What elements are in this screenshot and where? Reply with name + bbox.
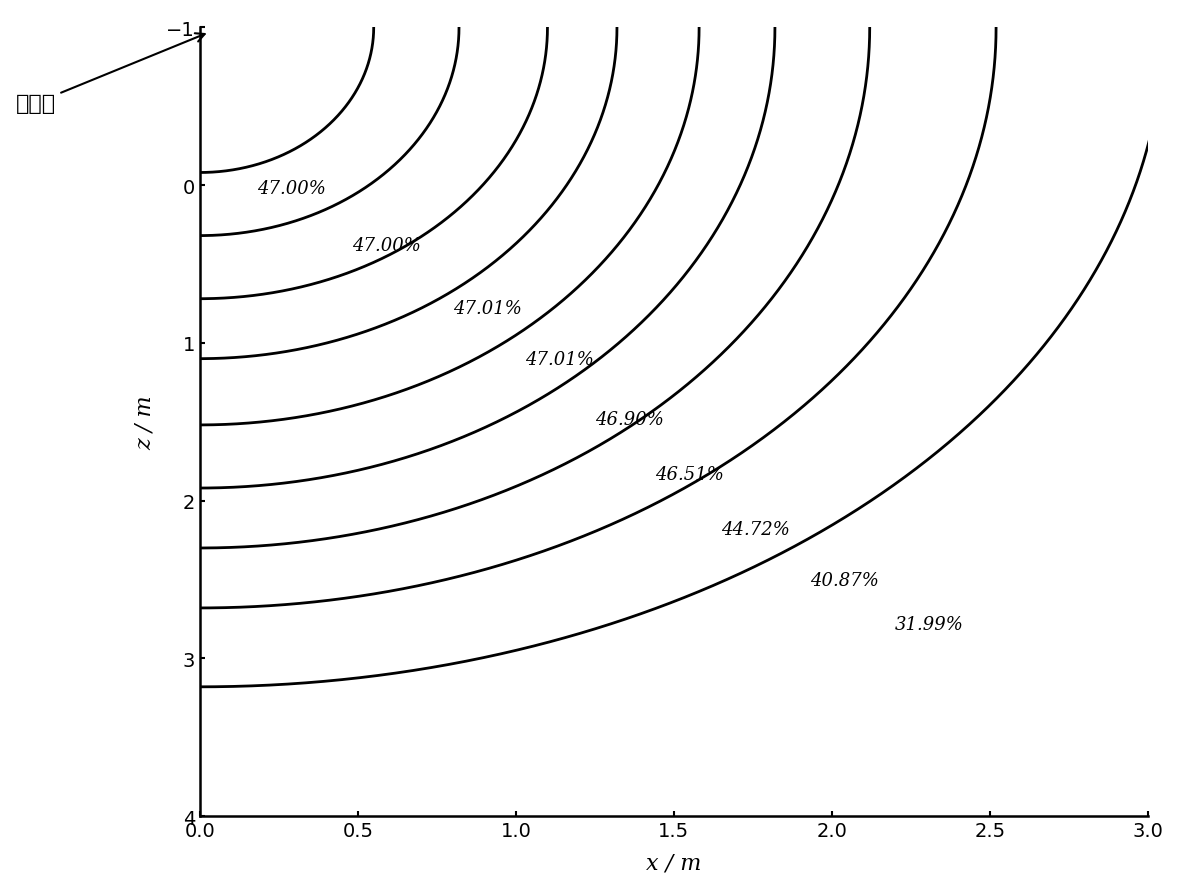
Text: 注液孔: 注液孔 bbox=[15, 34, 205, 114]
Text: 31.99%: 31.99% bbox=[895, 615, 964, 633]
Text: 40.87%: 40.87% bbox=[810, 571, 879, 589]
Y-axis label: z / m: z / m bbox=[134, 395, 155, 450]
Text: 47.01%: 47.01% bbox=[526, 350, 594, 368]
Text: 47.00%: 47.00% bbox=[352, 237, 420, 255]
X-axis label: x / m: x / m bbox=[646, 851, 702, 873]
Text: 44.72%: 44.72% bbox=[721, 520, 790, 538]
Text: 47.00%: 47.00% bbox=[257, 180, 326, 198]
Text: 46.90%: 46.90% bbox=[594, 410, 664, 428]
Text: 46.51%: 46.51% bbox=[655, 465, 723, 484]
Text: 47.01%: 47.01% bbox=[452, 299, 522, 317]
